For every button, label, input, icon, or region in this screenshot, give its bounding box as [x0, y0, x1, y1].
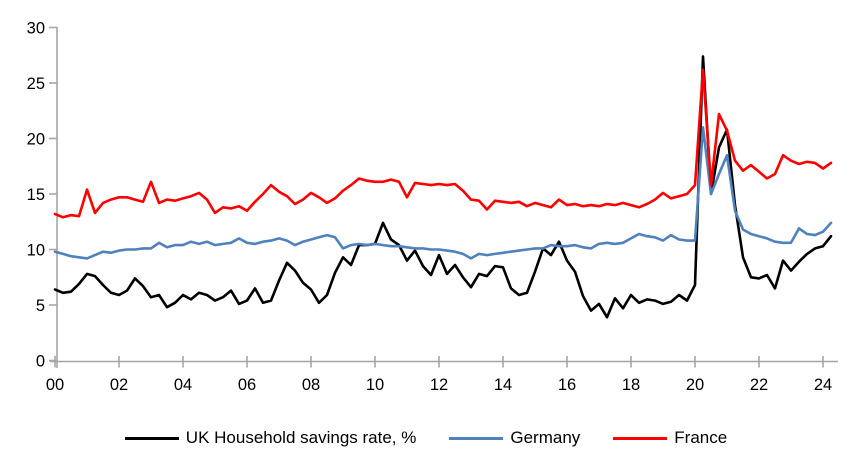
- y-tick-label: 10: [27, 242, 45, 260]
- legend-item-germany: Germany: [449, 428, 580, 448]
- y-tick-label: 30: [27, 20, 45, 38]
- legend-label-france: France: [674, 428, 728, 447]
- y-tick-label: 20: [27, 131, 45, 149]
- x-tick-label: 00: [46, 376, 64, 394]
- x-tick-label: 08: [302, 376, 320, 394]
- legend-label-uk: UK Household savings rate, %: [185, 428, 417, 447]
- x-tick-label: 10: [366, 376, 384, 394]
- x-tick-label: 04: [174, 376, 192, 394]
- legend-label-germany: Germany: [510, 428, 581, 447]
- series-line-germany: [53, 126, 833, 260]
- chart-legend: UK Household savings rate, % Germany Fra…: [0, 428, 852, 448]
- germany-line-swatch: [449, 436, 504, 440]
- x-tick-label: 02: [110, 376, 128, 394]
- series-line-france: [53, 68, 833, 219]
- uk-line-swatch: [124, 436, 179, 440]
- y-tick-label: 15: [27, 186, 45, 204]
- x-tick-label: 14: [494, 376, 512, 394]
- x-tick-label: 22: [750, 376, 768, 394]
- x-tick-label: 12: [430, 376, 448, 394]
- x-tick-label: 06: [238, 376, 256, 394]
- legend-item-france: France: [613, 428, 727, 448]
- x-tick-label: 20: [686, 376, 704, 394]
- france-line-swatch: [613, 436, 668, 440]
- x-tick-label: 24: [814, 376, 832, 394]
- x-tick-label: 18: [622, 376, 640, 394]
- x-tick-label: 16: [558, 376, 576, 394]
- legend-item-uk: UK Household savings rate, %: [124, 428, 417, 448]
- y-tick-label: 5: [36, 297, 45, 315]
- y-tick-label: 25: [27, 75, 45, 93]
- y-tick-label: 0: [36, 353, 45, 371]
